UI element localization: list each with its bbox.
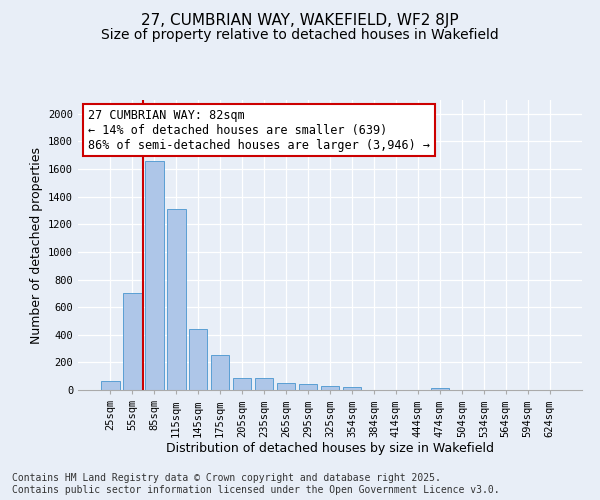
- Bar: [320, 386, 340, 390]
- Bar: [299, 384, 317, 390]
- Bar: [211, 355, 229, 390]
- X-axis label: Distribution of detached houses by size in Wakefield: Distribution of detached houses by size …: [166, 442, 494, 455]
- Bar: [431, 388, 449, 390]
- Bar: [255, 378, 274, 390]
- Bar: [145, 161, 164, 390]
- Bar: [101, 381, 119, 390]
- Bar: [123, 294, 142, 390]
- Text: 27 CUMBRIAN WAY: 82sqm
← 14% of detached houses are smaller (639)
86% of semi-de: 27 CUMBRIAN WAY: 82sqm ← 14% of detached…: [88, 108, 430, 152]
- Bar: [233, 378, 251, 390]
- Bar: [167, 209, 185, 390]
- Text: Size of property relative to detached houses in Wakefield: Size of property relative to detached ho…: [101, 28, 499, 42]
- Text: 27, CUMBRIAN WAY, WAKEFIELD, WF2 8JP: 27, CUMBRIAN WAY, WAKEFIELD, WF2 8JP: [141, 12, 459, 28]
- Text: Contains HM Land Registry data © Crown copyright and database right 2025.
Contai: Contains HM Land Registry data © Crown c…: [12, 474, 500, 495]
- Bar: [277, 383, 295, 390]
- Bar: [343, 386, 361, 390]
- Bar: [189, 328, 208, 390]
- Y-axis label: Number of detached properties: Number of detached properties: [29, 146, 43, 344]
